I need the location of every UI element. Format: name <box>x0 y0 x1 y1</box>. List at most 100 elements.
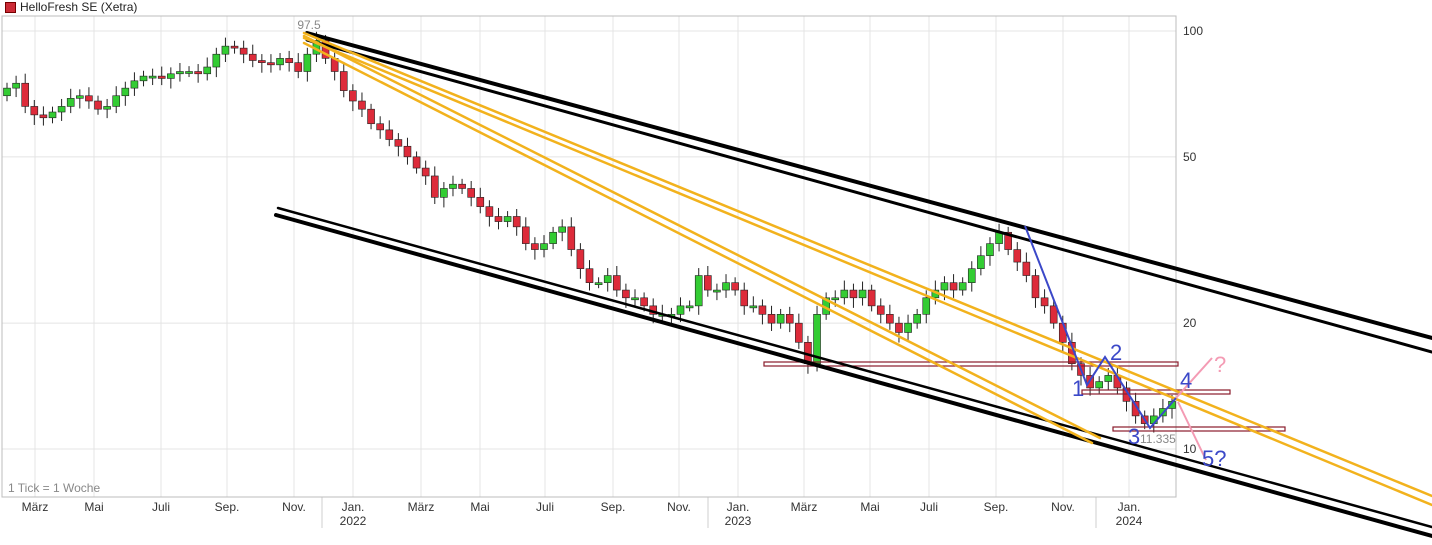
channel-line <box>274 213 1432 538</box>
low-value-label: 11.335 <box>1140 432 1176 446</box>
candle-down <box>421 167 430 177</box>
candle-up <box>176 71 184 75</box>
candle-down <box>285 58 293 63</box>
candle-up <box>203 66 212 75</box>
candle-up <box>1104 375 1113 382</box>
candle-up <box>66 98 75 107</box>
candle-up <box>112 95 121 107</box>
candle-down <box>157 75 166 79</box>
candle-down <box>876 305 885 315</box>
y-tick-label: 100 <box>1183 24 1203 38</box>
x-tick-label: Juli <box>536 500 554 514</box>
candle-down <box>740 289 749 307</box>
x-year-label: 2024 <box>1116 514 1143 528</box>
candle-up <box>558 226 566 233</box>
candle-down <box>767 314 776 324</box>
candle-down <box>895 322 903 333</box>
candle-up <box>967 268 976 283</box>
candle-up <box>139 75 148 82</box>
candle-up <box>121 87 130 97</box>
candle-down <box>367 108 375 125</box>
candle-up <box>986 243 994 257</box>
candle-down <box>467 188 475 198</box>
y-axis: 100 50 20 10 <box>1183 24 1203 456</box>
candle-down <box>294 62 303 72</box>
fan-line <box>302 31 1432 498</box>
candle-down <box>531 243 539 250</box>
candle-down <box>1049 305 1058 324</box>
x-tick-label: Jan. <box>727 500 750 514</box>
candle-up <box>913 314 921 324</box>
candle-down <box>1058 322 1067 343</box>
x-tick-label: März <box>408 500 435 514</box>
x-tick-label: Nov. <box>1051 500 1075 514</box>
candle-down <box>886 314 894 324</box>
candle-down <box>85 95 93 102</box>
candle-down <box>585 268 594 283</box>
x-tick-label: Sep. <box>984 500 1009 514</box>
wave-drawing: 1 2 3 4 5?? 97.5 11.335 <box>297 18 1226 471</box>
x-tick-label: März <box>791 500 818 514</box>
candle-up <box>503 216 512 222</box>
x-tick-label: Nov. <box>282 500 306 514</box>
candle-down <box>358 100 366 110</box>
legend-label: HelloFresh SE (Xetra) <box>20 0 138 14</box>
candle-up <box>3 87 11 97</box>
candle-up <box>12 82 20 89</box>
x-tick-label: Mai <box>470 500 489 514</box>
candle-down <box>622 289 630 299</box>
x-tick-label: Mai <box>860 500 879 514</box>
candle-down <box>385 129 394 140</box>
candle-up <box>958 282 967 291</box>
candle-down <box>576 249 585 269</box>
candle-down <box>412 156 421 169</box>
candle-up <box>440 188 448 198</box>
candle-down <box>795 322 803 343</box>
fan-line <box>302 36 1432 507</box>
candle-down <box>94 100 102 110</box>
plot-border <box>1 15 1177 498</box>
x-tick-label: Sep. <box>601 500 626 514</box>
fan-line <box>302 34 1102 440</box>
candle-down <box>394 139 403 147</box>
candle-up <box>594 282 603 285</box>
candle-down <box>230 45 239 49</box>
candle-up <box>130 80 139 89</box>
candle-down <box>349 90 357 102</box>
candle-down <box>248 53 257 61</box>
x-year-label: 2023 <box>725 514 752 528</box>
candle-up <box>940 282 949 291</box>
candle-down <box>1004 231 1012 250</box>
candle-down <box>785 314 794 324</box>
resistance-zone <box>1112 426 1286 432</box>
candle-down <box>194 71 202 75</box>
candle-up <box>303 53 312 72</box>
candle-up <box>713 289 721 293</box>
candle-down <box>494 216 503 222</box>
x-tick-label: Jan. <box>342 500 365 514</box>
wave-label: 5? <box>1202 446 1226 471</box>
candle-down <box>458 183 466 189</box>
candle-down <box>1031 275 1040 299</box>
candle-up <box>185 71 193 74</box>
candle-down <box>21 82 30 107</box>
candle-down <box>640 297 648 307</box>
candle-up <box>167 73 175 79</box>
candle-down <box>1022 261 1031 276</box>
candle-up <box>449 183 457 189</box>
x-tick-label: Sep. <box>215 500 240 514</box>
wave-label: 3 <box>1128 424 1140 449</box>
candle-up <box>722 282 730 291</box>
fan-line <box>302 41 1094 445</box>
candle-up <box>904 322 912 333</box>
x-tick-label: Jan. <box>1118 500 1141 514</box>
y-tick-label: 10 <box>1183 442 1197 456</box>
candle-down <box>949 282 958 291</box>
candle-down <box>376 123 384 131</box>
candle-up <box>48 111 57 119</box>
trend-channels <box>274 31 1432 538</box>
candle-down <box>731 282 739 291</box>
channel-line <box>305 38 1432 354</box>
wave-path <box>1024 225 1177 430</box>
resistance-zone <box>763 361 1179 367</box>
